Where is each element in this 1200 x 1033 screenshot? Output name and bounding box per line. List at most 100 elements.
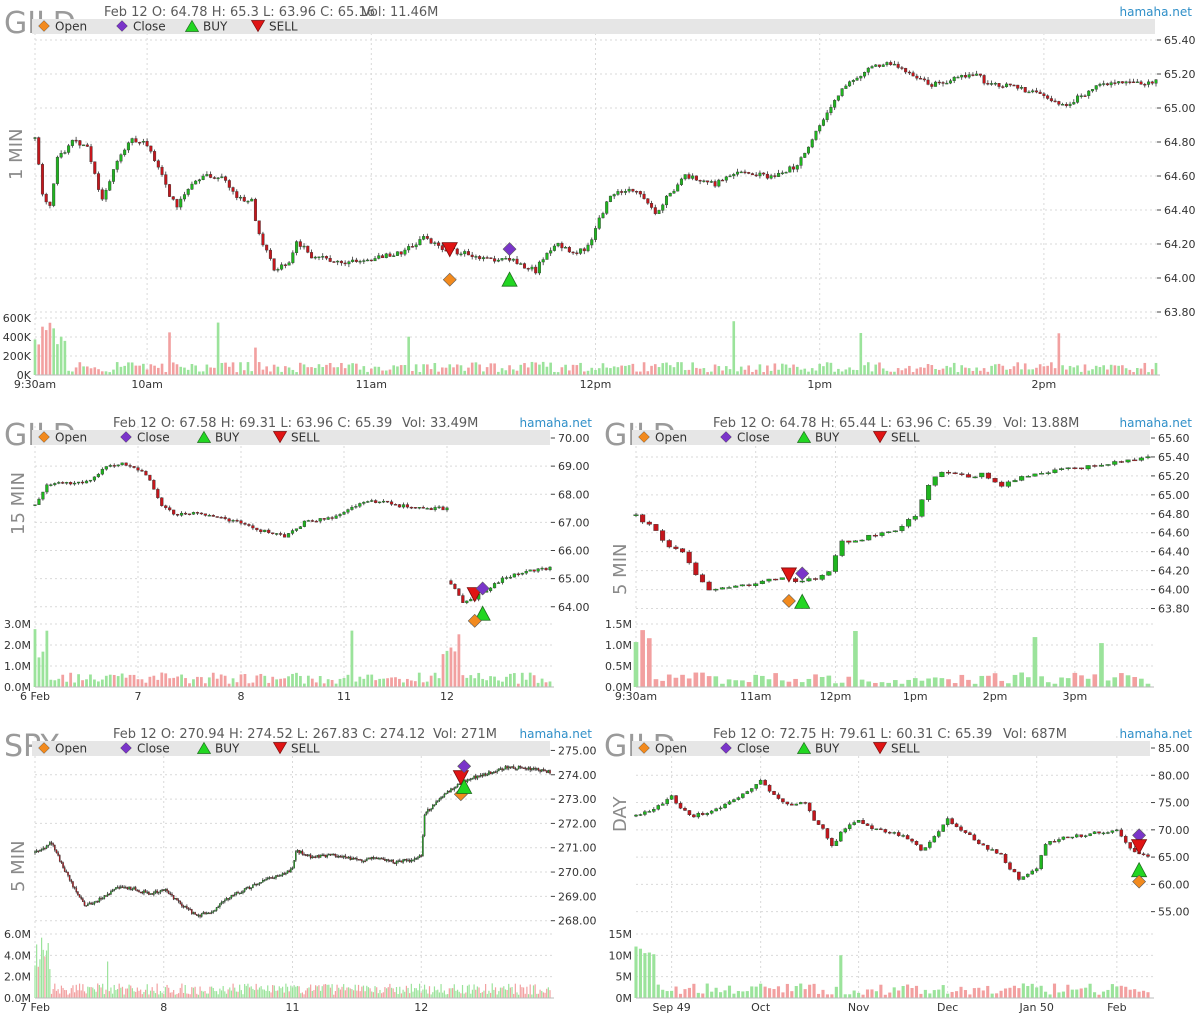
volume-bar [516, 683, 520, 687]
trade-marker-close [457, 759, 472, 774]
volume-bar [201, 371, 205, 375]
y-tick-label: 63.80 [1164, 306, 1196, 319]
volume-bar [373, 366, 377, 375]
volume-bar [85, 993, 87, 998]
candle-body [172, 509, 176, 515]
candle-body [405, 859, 408, 861]
volume-bar [1003, 988, 1008, 998]
candle-body [407, 246, 411, 251]
legend-item-open: Open [38, 431, 87, 445]
candle-body [354, 259, 358, 262]
volume-bar [148, 994, 150, 998]
candle-body [120, 886, 122, 888]
volume-bar [1133, 989, 1137, 998]
volume-bar [239, 674, 243, 687]
volume-bar [235, 682, 239, 687]
volume-bar [1020, 369, 1023, 375]
volume-bar [219, 674, 223, 687]
volume-bar [108, 372, 112, 375]
candle-body [1025, 476, 1031, 478]
candle-body [183, 512, 188, 515]
volume-bar [143, 991, 145, 998]
candle-body [552, 245, 556, 251]
candle-body [276, 269, 280, 271]
volume-bar [275, 679, 279, 687]
candle-body [673, 546, 679, 549]
candle-body [496, 582, 501, 584]
volume-bar [386, 678, 389, 687]
candle-body [816, 820, 821, 825]
volume-bar [892, 680, 898, 687]
volume-bar [474, 362, 478, 375]
candle-body [759, 580, 765, 584]
volume-bar [1117, 365, 1120, 375]
volume-bar [579, 362, 582, 375]
volume-bar [959, 986, 963, 998]
candle-body [839, 540, 845, 556]
candle-body [313, 256, 317, 259]
volume-bar [175, 364, 179, 375]
candle-body [389, 501, 394, 505]
legend-sell-label: SELL [269, 20, 298, 34]
candle-body [456, 784, 459, 788]
volume-bar [404, 991, 406, 998]
volume-bar [379, 989, 381, 998]
volume-bar [1128, 369, 1132, 375]
candle-body [123, 149, 127, 155]
volume-bar [89, 368, 93, 375]
candle-body [78, 140, 82, 146]
y-tick-label: 269.00 [558, 890, 597, 903]
volume-bar [413, 681, 417, 687]
candle-body [519, 263, 523, 265]
volume-bar [390, 677, 393, 687]
volume-bar [793, 678, 798, 687]
volume-bar [72, 985, 74, 998]
candle-body [212, 910, 215, 913]
volume-bar [493, 989, 495, 998]
volume-bar [255, 675, 259, 687]
candle-body [721, 179, 725, 182]
volume-bar [235, 991, 237, 998]
volume-bar [534, 984, 536, 998]
volume-bar [1121, 365, 1124, 375]
candle-body [888, 831, 892, 834]
candle-body [425, 508, 429, 510]
volume-bar [418, 371, 422, 375]
volume-bar [826, 675, 832, 687]
candle-body [638, 814, 643, 816]
candle-body [239, 196, 243, 199]
volume-bar [772, 989, 776, 998]
volume-bar [489, 992, 492, 998]
volume-bar [513, 993, 515, 998]
timeframe-label: 1 MIN [6, 129, 27, 180]
candle-body [441, 796, 444, 799]
candle-body [840, 88, 844, 96]
volume-bar [81, 680, 84, 687]
candle-body [334, 854, 337, 857]
candle-body [200, 913, 203, 917]
x-tick-label: Jan 50 [1018, 1001, 1053, 1014]
volume-bar [594, 369, 597, 375]
candle-body [314, 856, 317, 859]
candle-body [934, 81, 938, 87]
candle-body [306, 245, 310, 253]
candle-body [872, 534, 878, 537]
x-tick-label: 8 [238, 690, 245, 703]
trade-marker-sell [780, 567, 798, 583]
candle-body [766, 578, 772, 582]
candle-body [432, 804, 434, 810]
candle-body [874, 828, 879, 831]
candle-body [220, 902, 223, 904]
candle-body [303, 854, 305, 856]
candle-body [638, 191, 642, 195]
candle-body [481, 257, 485, 260]
candle-body [53, 483, 57, 485]
candle-body [370, 500, 374, 502]
legend-close-icon [720, 431, 732, 443]
candle-body [364, 860, 366, 863]
volume-bar [564, 364, 567, 375]
volume-bar [388, 369, 392, 375]
candle-body [351, 259, 355, 262]
volume-bar [866, 681, 872, 687]
trade-marker-buy [474, 605, 491, 621]
